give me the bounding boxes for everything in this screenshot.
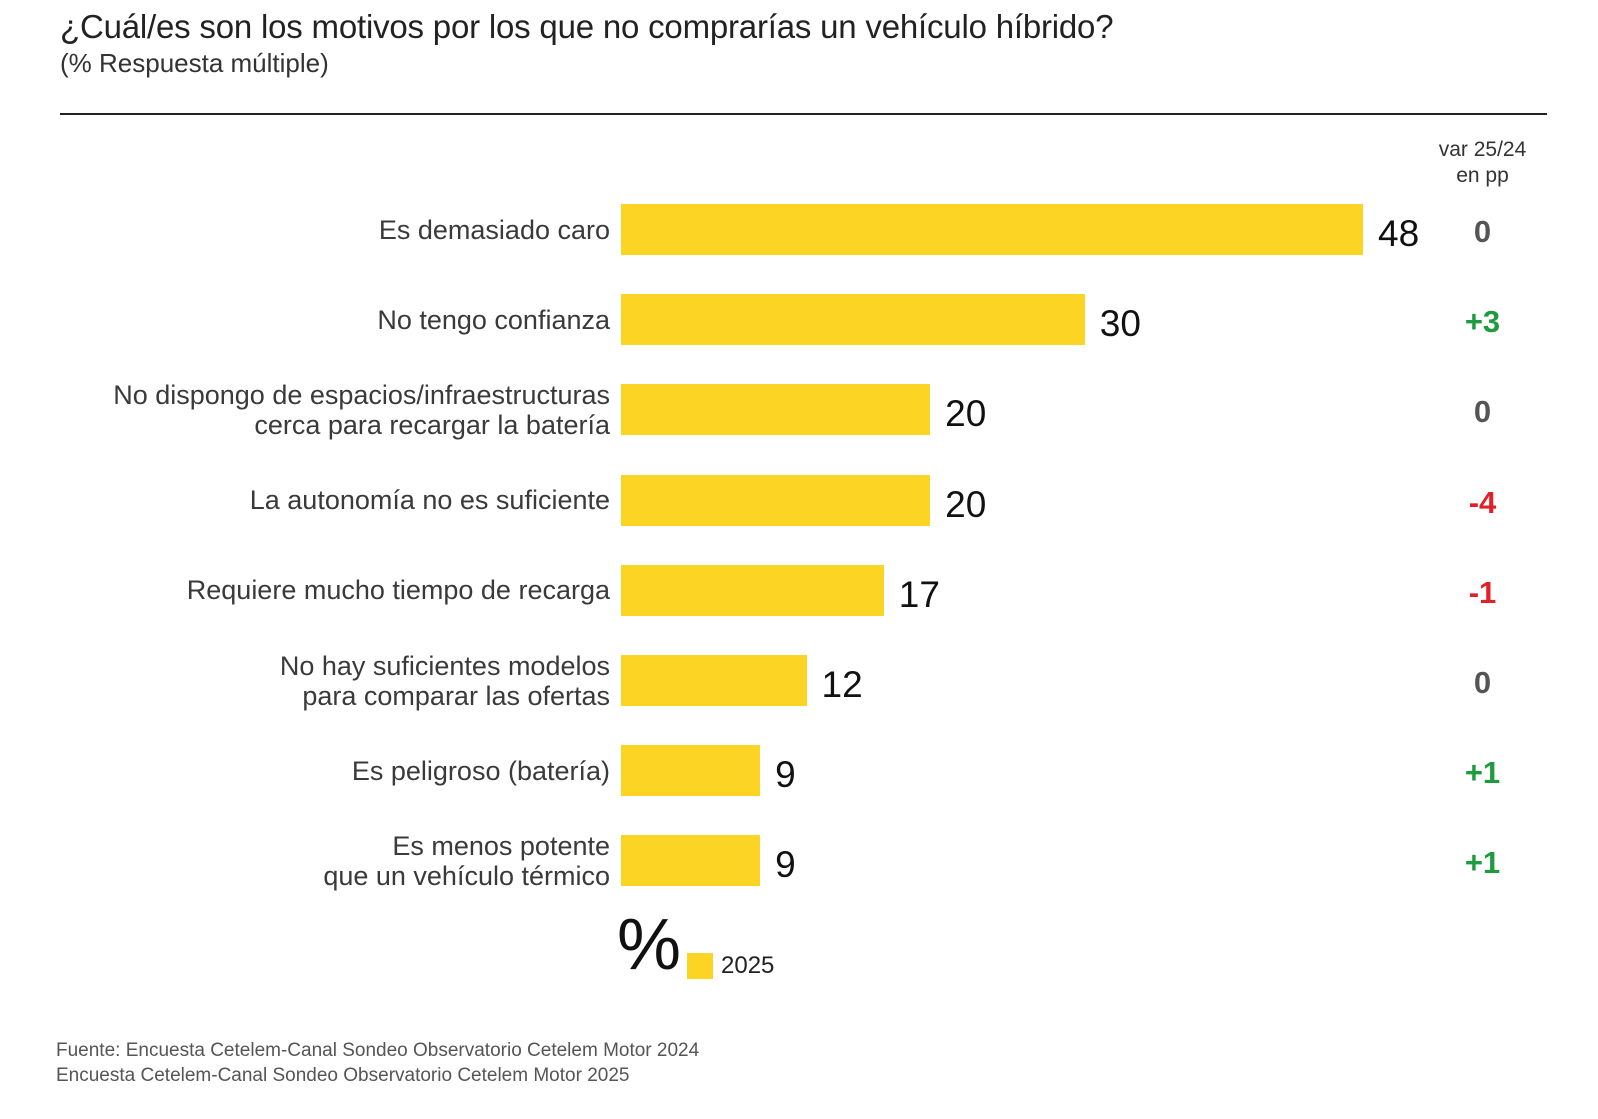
bar-value-label: 9: [775, 844, 796, 886]
category-label: No hay suficientes modelos para comparar …: [280, 651, 610, 711]
category-label-line: Es peligroso (batería): [351, 755, 610, 786]
bar-2025: [621, 384, 931, 436]
category-label: Es menos potente que un vehículo térmico: [323, 831, 610, 891]
category-label-line: Requiere mucho tiempo de recarga: [186, 575, 610, 606]
title-divider: [60, 113, 1547, 115]
category-label: Es demasiado caro: [379, 215, 610, 245]
variation-value: -4: [1468, 484, 1497, 520]
bar-value-label: 12: [821, 664, 863, 705]
category-label-line: cerca para recargar la batería: [254, 409, 610, 440]
variation-value: +3: [1464, 304, 1501, 340]
bar-2025: [621, 835, 761, 887]
percent-symbol: %: [617, 905, 682, 985]
bar-value-label: 20: [945, 483, 987, 525]
bar-2025: [621, 564, 884, 616]
variation-value: +1: [1464, 755, 1501, 791]
category-label-line: No dispongo de espacios/infraestructuras: [113, 379, 610, 410]
variation-value: 0: [1473, 665, 1492, 700]
variation-value: 0: [1473, 214, 1492, 249]
variation-header-line: en pp: [1456, 164, 1509, 187]
category-label-line: para comparar las ofertas: [302, 680, 610, 711]
variation-value: 0: [1473, 394, 1492, 430]
category-label-line: Es demasiado caro: [378, 214, 610, 245]
bar-value-label: 48: [1378, 213, 1420, 254]
category-label: Es peligroso (batería): [352, 756, 610, 786]
variation-header: var 25/24 en pp: [1420, 137, 1545, 189]
category-label: La autonomía no es suficiente: [250, 485, 610, 515]
category-label-line: No tengo confianza: [377, 304, 610, 335]
category-label: No tengo confianza: [377, 305, 610, 335]
category-label-line: Es menos potente: [392, 830, 610, 861]
bar-2025: [621, 204, 1363, 255]
category-label-line: La autonomía no es suficiente: [249, 485, 610, 516]
variation-header-line: var 25/24: [1438, 138, 1527, 161]
chart-title: ¿Cuál/es son los motivos por los que no …: [60, 8, 1114, 45]
source-line: Fuente: Encuesta Cetelem-Canal Sondeo Ob…: [56, 1040, 700, 1061]
variation-value: -1: [1468, 574, 1497, 610]
category-label-line: que un vehículo térmico: [323, 860, 610, 891]
category-label: No dispongo de espacios/infraestructuras…: [113, 380, 610, 440]
bar-value-label: 20: [945, 393, 987, 435]
chart-subtitle: (% Respuesta múltiple): [60, 48, 329, 78]
category-label-line: No hay suficientes modelos: [279, 650, 610, 681]
bar-2025: [621, 655, 807, 706]
legend-label-2025: 2025: [721, 952, 775, 979]
bar-value-label: 9: [775, 754, 796, 796]
bar-value-label: 30: [1099, 303, 1141, 345]
bar-2025: [621, 474, 931, 526]
bar-2025: [621, 294, 1085, 346]
bar-value-label: 17: [898, 573, 940, 615]
category-label: Requiere mucho tiempo de recarga: [187, 575, 610, 605]
source-line: Encuesta Cetelem-Canal Sondeo Observator…: [56, 1065, 630, 1086]
legend-swatch-2025: [687, 953, 713, 979]
variation-value: +1: [1464, 845, 1501, 881]
source-note: Fuente: Encuesta Cetelem-Canal Sondeo Ob…: [56, 1038, 699, 1088]
bar-2025: [621, 745, 761, 797]
